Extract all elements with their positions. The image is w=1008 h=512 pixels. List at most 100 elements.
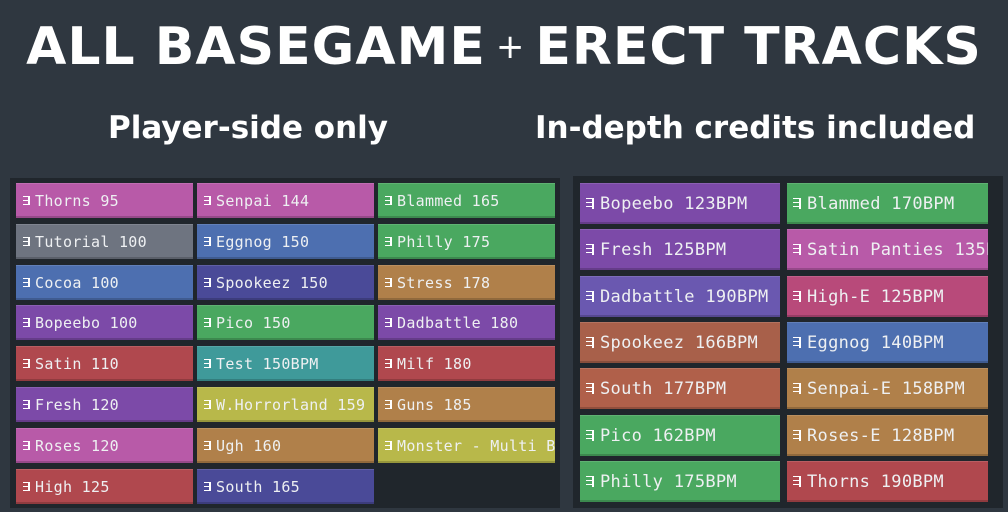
drag-handle-icon[interactable] xyxy=(586,476,594,487)
drag-handle-icon[interactable] xyxy=(385,278,392,287)
drag-handle-icon[interactable] xyxy=(385,237,392,246)
track-label: Dadbattle 180 xyxy=(397,313,519,332)
drag-handle-icon[interactable] xyxy=(385,196,392,205)
track-block[interactable]: Satin 110 xyxy=(16,346,193,381)
track-label: Philly 175BPM xyxy=(600,471,737,492)
track-block[interactable]: High 125 xyxy=(16,469,193,504)
drag-handle-icon[interactable] xyxy=(23,400,30,409)
track-block[interactable]: Dadbattle 180 xyxy=(378,305,555,340)
drag-handle-icon[interactable] xyxy=(586,244,594,255)
track-block[interactable]: South 177BPM xyxy=(580,368,780,409)
track-label: Milf 180 xyxy=(397,354,472,373)
drag-handle-icon[interactable] xyxy=(586,337,594,348)
track-block[interactable]: W.Horrorland 159 xyxy=(197,387,374,422)
track-label: High-E 125BPM xyxy=(807,286,944,307)
track-label: Fresh 125BPM xyxy=(600,239,727,260)
drag-handle-icon[interactable] xyxy=(204,482,211,491)
drag-handle-icon[interactable] xyxy=(23,441,30,450)
title-plus: + xyxy=(495,27,526,67)
drag-handle-icon[interactable] xyxy=(586,198,594,209)
drag-handle-icon[interactable] xyxy=(793,244,801,255)
track-label: Eggnog 150 xyxy=(216,232,310,251)
drag-handle-icon[interactable] xyxy=(385,400,392,409)
track-label: Ugh 160 xyxy=(216,436,282,455)
track-block[interactable]: Eggnog 140BPM xyxy=(787,322,988,363)
track-block[interactable]: Blammed 165 xyxy=(378,183,555,218)
drag-handle-icon[interactable] xyxy=(204,196,211,205)
drag-handle-icon[interactable] xyxy=(23,318,30,327)
drag-handle-icon[interactable] xyxy=(385,359,392,368)
drag-handle-icon[interactable] xyxy=(793,337,801,348)
track-block[interactable]: Cocoa 100 xyxy=(16,265,193,300)
track-block[interactable]: Thorns 95 xyxy=(16,183,193,218)
track-block[interactable]: Spookeez 150 xyxy=(197,265,374,300)
track-label: Eggnog 140BPM xyxy=(807,332,944,353)
track-block[interactable]: Dadbattle 190BPM xyxy=(580,276,780,317)
track-block[interactable]: Bopeebo 123BPM xyxy=(580,183,780,224)
track-block[interactable]: Eggnog 150 xyxy=(197,224,374,259)
track-block[interactable]: Philly 175 xyxy=(378,224,555,259)
drag-handle-icon[interactable] xyxy=(793,476,801,487)
drag-handle-icon[interactable] xyxy=(204,237,211,246)
track-block[interactable]: Stress 178 xyxy=(378,265,555,300)
drag-handle-icon[interactable] xyxy=(23,482,30,491)
track-label: High 125 xyxy=(35,477,110,496)
track-block[interactable]: Senpai-E 158BPM xyxy=(787,368,988,409)
track-label: Satin 110 xyxy=(35,354,119,373)
track-block[interactable]: Bopeebo 100 xyxy=(16,305,193,340)
track-block[interactable]: Spookeez 166BPM xyxy=(580,322,780,363)
drag-handle-icon[interactable] xyxy=(23,278,30,287)
track-block[interactable]: Milf 180 xyxy=(378,346,555,381)
drag-handle-icon[interactable] xyxy=(586,430,594,441)
subtitle-player-side: Player-side only xyxy=(108,110,388,146)
track-label: Test 150BPM xyxy=(216,354,319,373)
track-block[interactable]: Ugh 160 xyxy=(197,428,374,463)
track-block[interactable]: South 165 xyxy=(197,469,374,504)
track-block[interactable]: Tutorial 100 xyxy=(16,224,193,259)
track-block[interactable]: Roses 120 xyxy=(16,428,193,463)
track-block[interactable]: Philly 175BPM xyxy=(580,461,780,502)
drag-handle-icon[interactable] xyxy=(793,383,801,394)
track-block[interactable]: Test 150BPM xyxy=(197,346,374,381)
track-label: Roses-E 128BPM xyxy=(807,425,955,446)
drag-handle-icon[interactable] xyxy=(23,237,30,246)
track-block[interactable]: Fresh 125BPM xyxy=(580,229,780,270)
track-block[interactable]: Pico 150 xyxy=(197,305,374,340)
title-right: ERECT TRACKS xyxy=(535,17,982,77)
track-block[interactable]: Satin Panties 135BPM xyxy=(787,229,988,270)
track-label: Guns 185 xyxy=(397,395,472,414)
track-block[interactable]: Blammed 170BPM xyxy=(787,183,988,224)
drag-handle-icon[interactable] xyxy=(23,359,30,368)
track-label: Fresh 120 xyxy=(35,395,119,414)
drag-handle-icon[interactable] xyxy=(586,383,594,394)
track-block[interactable]: Roses-E 128BPM xyxy=(787,415,988,456)
track-block[interactable]: Thorns 190BPM xyxy=(787,461,988,502)
drag-handle-icon[interactable] xyxy=(204,441,211,450)
track-block[interactable]: Pico 162BPM xyxy=(580,415,780,456)
drag-handle-icon[interactable] xyxy=(204,359,211,368)
track-label: Pico 162BPM xyxy=(600,425,716,446)
drag-handle-icon[interactable] xyxy=(793,198,801,209)
track-label: Roses 120 xyxy=(35,436,119,455)
track-block[interactable]: Senpai 144 xyxy=(197,183,374,218)
drag-handle-icon[interactable] xyxy=(385,318,392,327)
drag-handle-icon[interactable] xyxy=(23,196,30,205)
track-block[interactable]: Fresh 120 xyxy=(16,387,193,422)
drag-handle-icon[interactable] xyxy=(793,430,801,441)
drag-handle-icon[interactable] xyxy=(385,441,392,450)
track-label: Spookeez 150 xyxy=(216,273,328,292)
drag-handle-icon[interactable] xyxy=(586,291,594,302)
track-label: Tutorial 100 xyxy=(35,232,147,251)
drag-handle-icon[interactable] xyxy=(793,291,801,302)
drag-handle-icon[interactable] xyxy=(204,278,211,287)
track-label: South 177BPM xyxy=(600,378,727,399)
track-label: Pico 150 xyxy=(216,313,291,332)
track-block[interactable]: Guns 185 xyxy=(378,387,555,422)
track-block[interactable]: High-E 125BPM xyxy=(787,276,988,317)
track-label: Spookeez 166BPM xyxy=(600,332,759,353)
drag-handle-icon[interactable] xyxy=(204,400,211,409)
drag-handle-icon[interactable] xyxy=(204,318,211,327)
track-label: Bopeebo 100 xyxy=(35,313,138,332)
track-block[interactable]: Monster - Multi BPM xyxy=(378,428,555,463)
subtitle-credits: In-depth credits included xyxy=(535,110,976,146)
